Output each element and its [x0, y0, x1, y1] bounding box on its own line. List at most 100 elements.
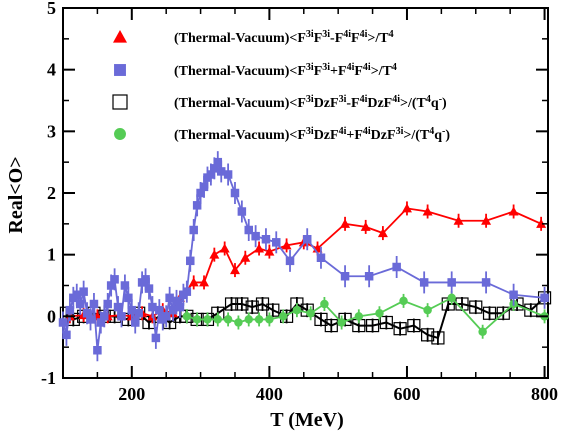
data-point	[172, 296, 181, 306]
data-point	[224, 297, 239, 311]
data-point	[265, 315, 274, 324]
data-point	[423, 305, 432, 315]
data-point	[419, 278, 429, 287]
y-tick-label: 0	[47, 306, 56, 326]
series-layer	[58, 151, 552, 362]
data-point	[113, 302, 123, 312]
data-point	[244, 315, 253, 324]
data-point	[151, 333, 161, 343]
data-point	[127, 305, 137, 315]
data-point	[189, 225, 198, 235]
legend-label-part: >/T	[371, 64, 393, 79]
legend-label-part: 3i	[306, 62, 314, 73]
legend-label-part: )	[445, 128, 450, 143]
data-point	[89, 299, 99, 309]
data-point	[110, 275, 119, 284]
data-point	[223, 170, 233, 179]
data-point	[96, 318, 106, 327]
data-point	[365, 318, 380, 333]
y-axis-title: Real<O>	[5, 156, 27, 233]
data-point	[431, 331, 445, 345]
data-point	[148, 302, 157, 312]
data-point	[234, 318, 243, 327]
x-axis-title: T (MeV)	[270, 409, 344, 431]
data-point	[453, 215, 464, 225]
data-point	[337, 318, 346, 327]
data-point	[354, 312, 364, 321]
data-point	[62, 330, 71, 340]
data-point	[245, 300, 259, 314]
data-point	[320, 299, 329, 309]
legend-marker	[114, 64, 126, 76]
data-point	[254, 315, 264, 324]
data-point	[182, 287, 192, 296]
legend-label-part: DzF	[367, 96, 392, 111]
data-point	[377, 228, 388, 238]
series-line	[186, 296, 545, 334]
legend-label-part: (Thermal-Vacuum)<F	[174, 64, 306, 79]
data-point	[281, 240, 292, 250]
data-point	[103, 299, 112, 309]
series-4	[182, 290, 549, 339]
data-point	[447, 278, 456, 287]
data-point	[540, 293, 549, 303]
y-tick-label: 5	[47, 0, 56, 18]
data-point	[316, 253, 326, 262]
legend-label-part: 4i	[347, 62, 355, 73]
data-point	[393, 322, 407, 336]
legend-label-part: >/T	[367, 31, 389, 46]
data-point	[392, 262, 401, 272]
data-point	[251, 231, 260, 241]
data-point	[75, 299, 85, 309]
data-point	[165, 293, 174, 303]
data-point	[379, 315, 393, 330]
legend-label-part: 3i	[396, 126, 404, 137]
legend-marker	[114, 128, 126, 140]
data-point	[192, 315, 202, 324]
data-point	[272, 238, 281, 247]
data-point	[175, 302, 185, 312]
data-point	[340, 218, 351, 228]
data-point	[285, 256, 295, 266]
legend-label-part: F	[354, 64, 363, 79]
legend-label-part: q	[431, 96, 439, 111]
data-point	[481, 278, 491, 287]
data-point	[324, 318, 338, 333]
legend-label-part: -	[442, 126, 445, 137]
legend-label-part: F	[314, 31, 323, 46]
data-point	[524, 303, 538, 317]
data-point	[509, 290, 518, 299]
data-point	[229, 265, 240, 275]
legend-label-part: q	[434, 128, 442, 143]
y-tick-label: 3	[47, 121, 56, 141]
data-point	[240, 252, 251, 262]
data-point	[216, 167, 226, 176]
data-point	[481, 215, 492, 225]
legend-label-part: (Thermal-Vacuum)<F	[174, 128, 306, 143]
data-point	[72, 290, 82, 299]
data-point	[120, 281, 130, 290]
legend-label: (Thermal-Vacuum)<F3iDzF4i+F4iDzF3i>/(T4q…	[174, 126, 450, 144]
data-point	[237, 207, 247, 216]
data-point	[375, 309, 384, 318]
legend-label-part: >/(T	[400, 96, 427, 111]
x-tick-label: 600	[393, 384, 420, 404]
legend-label-part: 3i	[306, 94, 314, 105]
legend-label-part: F	[314, 64, 323, 79]
data-point	[65, 305, 75, 315]
data-point	[196, 188, 205, 198]
data-point	[364, 272, 374, 281]
data-point	[536, 218, 547, 228]
data-point	[186, 256, 195, 266]
data-point	[206, 170, 216, 179]
data-point	[264, 246, 275, 256]
data-point	[141, 275, 150, 284]
legend-marker	[112, 94, 128, 110]
data-point	[58, 318, 68, 327]
data-point	[100, 312, 109, 321]
legend-label-part: -F	[346, 96, 359, 111]
legend-label-part: (Thermal-Vacuum)<F	[174, 31, 306, 46]
legend-label-part: 3i	[306, 29, 314, 40]
legend-label-part: 4i	[360, 29, 368, 40]
